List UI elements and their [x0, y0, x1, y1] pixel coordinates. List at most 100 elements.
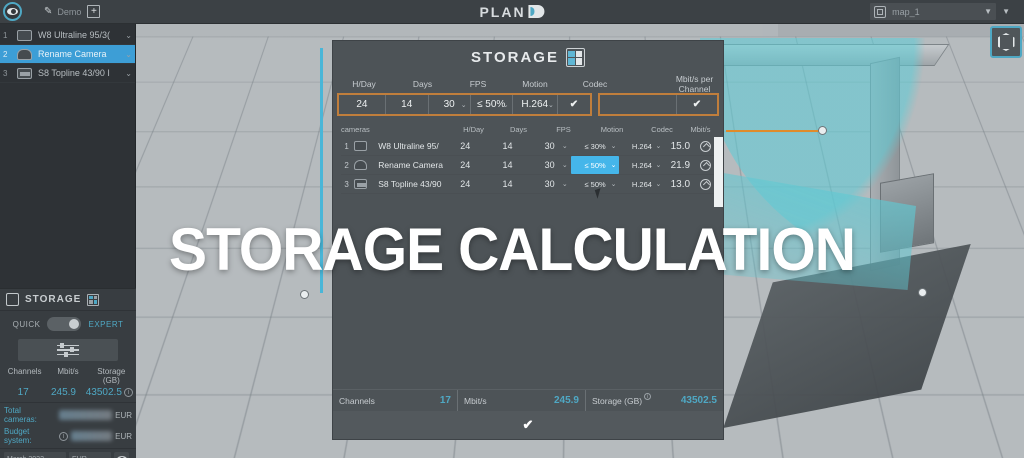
- sidebar-camera-row[interactable]: 1 W8 Ultraline 95/3( ⌄: [0, 26, 135, 45]
- map-grid-icon: [874, 5, 887, 18]
- table-row[interactable]: 3 S8 Topline 43/90 24 14 30 ⌄ ≤ 50% ⌄ H.…: [341, 175, 715, 194]
- total-label: Mbit/s: [464, 395, 487, 406]
- dome-camera-icon: [17, 48, 32, 60]
- budget-value-redacted: [71, 431, 113, 441]
- row-index: 1: [344, 141, 349, 151]
- eye-logo-icon[interactable]: [3, 2, 22, 21]
- table-scrollbar[interactable]: [714, 137, 723, 207]
- modal-confirm-button[interactable]: ✔: [333, 411, 723, 439]
- storage-modal: STORAGE H/Day Days FPS Motion Codec Mbit…: [333, 41, 723, 439]
- chevron-down-icon: ⌄: [561, 162, 568, 169]
- reset-icon[interactable]: [696, 175, 715, 193]
- sliders-button[interactable]: [18, 339, 118, 361]
- chevron-down-icon[interactable]: ⌄: [125, 49, 132, 59]
- cell-h-day[interactable]: 24: [460, 160, 471, 170]
- row-camera: W8 Ultraline 95/: [352, 137, 444, 155]
- calculator-icon[interactable]: [565, 48, 585, 67]
- camera-marker-1[interactable]: [818, 126, 827, 135]
- header-mbits-per-channel: Mbit/s per Channel: [675, 73, 714, 94]
- row-camera: Rename Camera: [352, 156, 444, 174]
- sidebar-camera-row-selected[interactable]: 2 Rename Camera ⌄: [0, 45, 135, 64]
- global-input-row: 24 14 30 ⌄ ≤ 50% ⌄ H.264 ⌄ ✔ ✔: [333, 93, 723, 116]
- chevron-down-icon: ⌄: [655, 181, 662, 188]
- cell-days[interactable]: 14: [502, 179, 513, 189]
- storage-modal-header: STORAGE: [333, 41, 723, 74]
- table-row[interactable]: 2 Rename Camera 24 14 30 ⌄ ≤ 50% ⌄ H.264: [341, 156, 715, 199]
- stat-value-storage: 43502.5: [85, 387, 122, 398]
- camera-name: S8 Topline 43/90: [378, 179, 442, 189]
- cell-codec[interactable]: H.264 ⌄: [631, 179, 662, 189]
- cell-motion-selected[interactable]: ≤ 50% ⌄: [570, 156, 620, 174]
- cube-view-button[interactable]: [990, 26, 1022, 58]
- chevron-down-icon: ⌄: [655, 162, 662, 169]
- currency-select[interactable]: EUR ⌄: [69, 452, 111, 458]
- cell-codec[interactable]: H.264 ⌄: [631, 141, 662, 151]
- cell-h-day[interactable]: 24: [460, 179, 471, 189]
- cell-fps[interactable]: 30 ⌄: [544, 179, 568, 189]
- cell-fps[interactable]: 30 ⌄: [544, 141, 568, 151]
- row-camera: S8 Topline 43/90: [352, 175, 444, 193]
- chevron-down-icon[interactable]: ⌄: [125, 30, 132, 40]
- mbits-per-channel-input[interactable]: [600, 95, 677, 114]
- camera-marker-3[interactable]: [300, 290, 309, 299]
- chevron-down-icon: ⌄: [561, 143, 568, 150]
- h-day-input[interactable]: 24: [339, 95, 386, 114]
- cell-codec[interactable]: H.264 ⌄: [631, 160, 662, 170]
- col-fps: FPS: [556, 125, 571, 134]
- chevron-down-icon: ⌄: [547, 101, 554, 109]
- toggle-label-expert: EXPERT: [88, 319, 124, 329]
- total-channels: Channels 17: [333, 390, 458, 411]
- selection-edge-left: [320, 48, 323, 293]
- overflow-chevron-down-icon[interactable]: ▼: [1002, 7, 1010, 16]
- header-motion: Motion: [522, 78, 548, 89]
- map-selector[interactable]: map_1 ▼: [870, 3, 997, 20]
- dome-camera-icon: [354, 160, 368, 170]
- motion-select[interactable]: ≤ 50% ⌄: [471, 95, 513, 114]
- reset-icon[interactable]: [696, 137, 715, 155]
- total-value: 43502.5: [680, 395, 717, 406]
- cell-fps[interactable]: 30 ⌄: [544, 160, 568, 170]
- codec-select[interactable]: H.264 ⌄: [513, 95, 558, 114]
- bullet-camera-icon: [354, 179, 368, 189]
- col-days: Days: [509, 125, 528, 134]
- info-icon[interactable]: i: [644, 393, 652, 400]
- pencil-icon[interactable]: ✎: [44, 6, 53, 17]
- measure-line: [726, 130, 826, 132]
- col-h-day: H/Day: [463, 125, 484, 134]
- storage-panel-header: STORAGE: [0, 289, 136, 311]
- cell-days[interactable]: 14: [502, 160, 513, 170]
- cell-motion[interactable]: ≤ 50% ⌄: [584, 179, 617, 189]
- days-input[interactable]: 14: [386, 95, 429, 114]
- cell-days[interactable]: 14: [502, 141, 513, 151]
- info-icon[interactable]: i: [59, 431, 68, 441]
- camera-name: Rename Camera: [38, 49, 107, 59]
- cell-mbits: 21.9: [670, 159, 691, 171]
- fps-select[interactable]: 30 ⌄: [429, 95, 471, 114]
- box-camera-icon: [17, 29, 32, 41]
- info-icon[interactable]: i: [123, 388, 133, 397]
- month-select[interactable]: March 2022 ⌄: [4, 452, 66, 458]
- header-codec: Codec: [582, 78, 608, 89]
- storage-modal-title: STORAGE: [471, 49, 559, 66]
- eye-icon[interactable]: [114, 452, 129, 458]
- apply-mbits-button[interactable]: ✔: [692, 99, 702, 110]
- chevron-down-icon[interactable]: ⌄: [125, 68, 132, 78]
- chevron-down-icon: ⌄: [610, 143, 617, 150]
- row-index: 1: [3, 30, 8, 40]
- toggle-switch[interactable]: [47, 317, 82, 331]
- plus-square-icon[interactable]: +: [87, 5, 101, 18]
- camera-marker-2[interactable]: [918, 288, 927, 297]
- global-settings-group: 24 14 30 ⌄ ≤ 50% ⌄ H.264 ⌄ ✔: [337, 93, 592, 116]
- camera-name: Rename Camera: [378, 160, 443, 170]
- calculator-icon[interactable]: [87, 293, 100, 306]
- apply-settings-button[interactable]: ✔: [569, 99, 579, 110]
- bullet-camera-icon: [17, 67, 32, 79]
- camera-table-body: 1 W8 Ultraline 95/ 24 14 30 ⌄ ≤ 30% ⌄ H.…: [333, 137, 723, 207]
- reset-icon[interactable]: [696, 156, 715, 174]
- sidebar-camera-row[interactable]: 3 S8 Topline 43/90 I ⌄: [0, 64, 135, 83]
- storage-stat-labels: Channels Mbit/s Storage (GB): [0, 367, 136, 385]
- cell-motion[interactable]: ≤ 30% ⌄: [584, 141, 617, 151]
- cell-h-day[interactable]: 24: [460, 141, 471, 151]
- table-row[interactable]: 1 W8 Ultraline 95/ 24 14 30 ⌄ ≤ 30% ⌄ H.…: [341, 137, 715, 156]
- quick-expert-toggle[interactable]: QUICK EXPERT: [0, 311, 136, 337]
